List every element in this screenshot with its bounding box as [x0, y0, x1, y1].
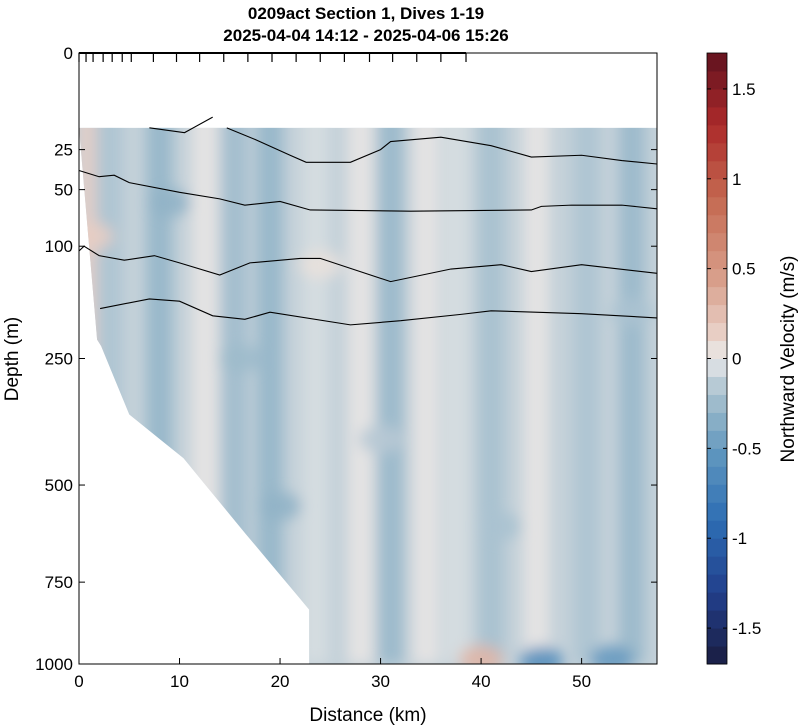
field-band	[302, 127, 329, 664]
colorbar-segment	[707, 538, 727, 557]
colorbar-segment	[707, 502, 727, 521]
colorbar-tick-label: -1	[732, 529, 747, 548]
colorbar-segment	[707, 286, 727, 306]
colorbar-segment	[707, 430, 727, 449]
colorbar-segment	[707, 53, 727, 72]
colorbar-segment	[707, 178, 727, 198]
colorbar-segment	[707, 376, 727, 395]
isopycnal-line	[100, 298, 658, 326]
field-band	[377, 127, 404, 664]
colorbar-segment	[707, 610, 727, 629]
isopycnal-contours	[78, 116, 658, 326]
x-tick-label: 30	[371, 672, 390, 691]
colorbar-segment	[707, 304, 727, 324]
y-tick-label: 500	[45, 476, 73, 495]
colorbar-segment	[707, 448, 727, 467]
field-anomaly	[479, 512, 524, 541]
field-anomaly	[519, 646, 564, 664]
field-band	[347, 127, 374, 664]
colorbar-segment	[707, 124, 727, 144]
colorbar-segment	[707, 214, 727, 234]
colorbar-segment	[707, 484, 727, 503]
colorbar-segment	[707, 106, 727, 126]
colorbar-tick-label: -1.5	[732, 619, 761, 638]
isopycnal-line	[78, 245, 658, 283]
colorbar-segment	[707, 142, 727, 162]
y-tick-label: 50	[54, 181, 73, 200]
colorbar-tick-label: 0.5	[732, 260, 756, 279]
colorbar-segment	[707, 268, 727, 288]
field-anomaly	[147, 188, 192, 217]
field-anomaly	[298, 250, 343, 279]
colorbar-segment	[707, 88, 727, 108]
y-axis-label: Depth (m)	[2, 317, 23, 401]
x-tick-label: 20	[271, 672, 290, 691]
colorbar-segment	[707, 574, 727, 593]
x-tick-label: 0	[74, 672, 83, 691]
y-tick-label: 25	[54, 141, 73, 160]
colorbar-segment	[707, 322, 727, 342]
colorbar-tick-label: 1.5	[732, 80, 756, 99]
colorbar-segment	[707, 70, 727, 90]
colorbar-segment	[707, 520, 727, 539]
colorbar-segment	[707, 196, 727, 216]
colorbar-tick-label: 0	[732, 350, 741, 369]
y-tick-label: 100	[45, 237, 73, 256]
chart-title-line-1: 0209act Section 1, Dives 1-19	[248, 4, 484, 23]
field-anomaly	[609, 298, 654, 327]
colorbar-segment	[707, 646, 727, 665]
colorbar-segment	[707, 556, 727, 575]
colorbar-segment	[707, 160, 727, 180]
field-band	[478, 127, 505, 664]
colorbar-segment	[707, 358, 727, 377]
field-anomaly	[217, 344, 262, 373]
y-tick-label: 1000	[35, 655, 73, 674]
x-tick-label: 10	[170, 672, 189, 691]
field-anomaly	[358, 425, 403, 454]
isopycnal-line	[226, 127, 658, 165]
chart-title-line-2: 2025-04-04 14:12 - 2025-04-06 15:26	[223, 26, 508, 45]
colorbar: -1.5 -1 -0.5 0 0.5 1 1.5	[706, 52, 761, 665]
field-band	[412, 127, 439, 664]
colorbar-tick-label: 1	[732, 170, 741, 189]
field-band	[573, 127, 600, 664]
x-tick-label: 50	[572, 672, 591, 691]
y-tick-label: 250	[45, 350, 73, 369]
x-tick-label: 40	[472, 672, 491, 691]
colorbar-segment	[707, 412, 727, 431]
field-band	[523, 127, 550, 664]
colorbar-segment	[707, 394, 727, 413]
isopycnal-line	[78, 170, 658, 212]
y-tick-label: 750	[45, 573, 73, 592]
colorbar-segment	[707, 340, 727, 359]
field-anomaly	[79, 222, 114, 251]
field-band	[442, 127, 470, 664]
isopycnal-line	[149, 116, 213, 134]
colorbar-label: Northward Velocity (m/s)	[778, 256, 799, 463]
field-anomaly	[589, 645, 634, 664]
colorbar-segment	[707, 466, 727, 485]
field-anomaly	[258, 492, 303, 521]
colorbar-tick-label: -0.5	[732, 439, 761, 458]
colorbar-segment	[707, 628, 727, 647]
y-tick-label: 0	[64, 44, 73, 63]
x-axis-label: Distance (km)	[309, 705, 426, 726]
field-band	[618, 127, 645, 664]
colorbar-segment	[707, 592, 727, 611]
colorbar-segment	[707, 232, 727, 252]
colorbar-segment	[707, 250, 727, 270]
